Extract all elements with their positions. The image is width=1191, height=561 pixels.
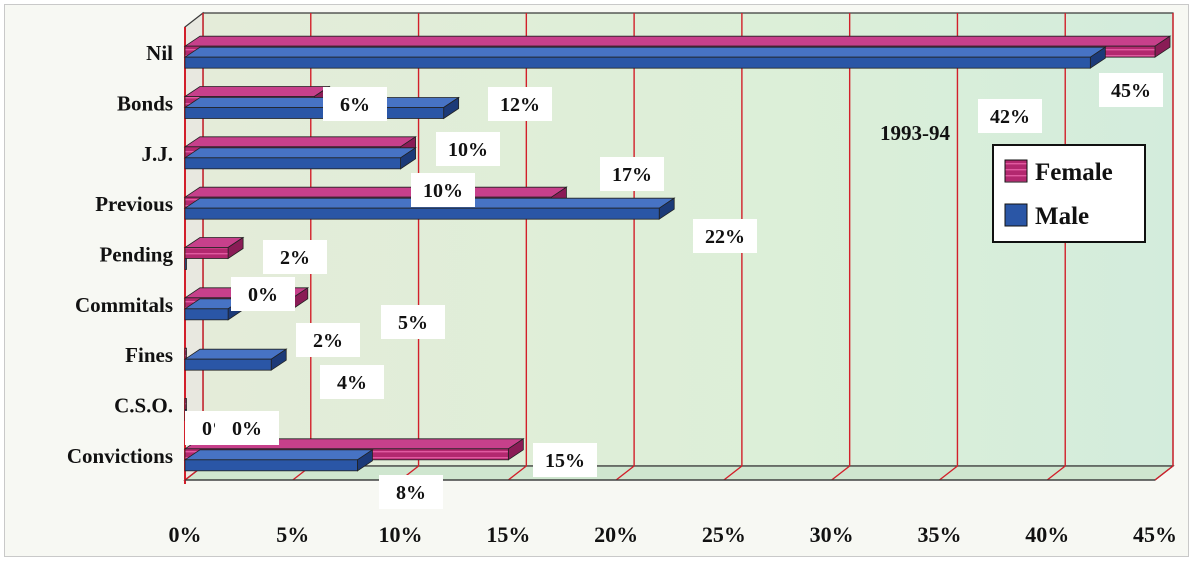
male-bar	[184, 107, 445, 119]
legend-swatch-female	[1004, 159, 1028, 183]
x-tick-label: 10%	[379, 522, 423, 547]
female-data-label-box	[1099, 73, 1163, 107]
category-label: C.S.O.	[114, 394, 173, 418]
male-bar-top	[183, 97, 460, 108]
legend-swatch-male	[1004, 203, 1028, 227]
male-data-label-box	[978, 99, 1042, 133]
male-data-label-box	[215, 411, 279, 445]
legend-label-female: Female	[1035, 159, 1113, 186]
gridline-floor	[507, 465, 527, 481]
female-data-label-box	[436, 132, 500, 166]
female-bar-top	[183, 35, 1172, 47]
male-data-label: 2%	[313, 330, 343, 352]
category-label: Previous	[95, 192, 173, 216]
bar-chart: Nil Bonds J.J. Previous Pending Commitals Fine…	[67, 11, 1177, 547]
category-label: Pending	[99, 243, 173, 267]
female-data-label-box	[323, 87, 387, 121]
male-bar-top	[183, 46, 1107, 58]
x-tick-label: 25%	[702, 522, 746, 547]
male-bar	[184, 258, 187, 270]
male-data-label: 0%	[248, 284, 278, 306]
male-data-label-box	[488, 87, 552, 121]
category-label: Fines	[125, 343, 173, 367]
female-bar	[184, 247, 229, 259]
male-data-label: 22%	[705, 226, 745, 248]
male-data-label: 0%	[232, 418, 262, 440]
category-label: Convictions	[67, 444, 173, 468]
female-bar-top	[183, 186, 568, 198]
female-data-label-box	[381, 305, 445, 339]
female-bar-top	[183, 136, 417, 148]
female-data-label: 15%	[545, 450, 585, 472]
category-label: Commitals	[75, 293, 173, 317]
female-data-label: 6%	[340, 94, 370, 116]
male-data-label: 42%	[990, 106, 1030, 128]
chart-frame: Nil Bonds J.J. Previous Pending Commitals Fine…	[4, 4, 1189, 557]
gridline-floor	[831, 465, 851, 481]
female-bar	[184, 398, 187, 410]
male-data-label-box	[379, 475, 443, 509]
male-data-label: 10%	[423, 180, 463, 202]
x-tick-label: 5%	[276, 522, 309, 547]
female-data-label-box	[600, 157, 664, 191]
female-data-label: 10%	[448, 139, 488, 161]
male-data-label: 8%	[396, 482, 426, 504]
male-bar	[184, 459, 358, 472]
x-tick-label: 15%	[486, 522, 530, 547]
gridline-floor	[1046, 465, 1066, 481]
female-data-label: 2%	[280, 247, 310, 269]
female-data-label: 45%	[1111, 80, 1151, 102]
category-label: Bonds	[117, 92, 173, 116]
male-bar	[184, 157, 401, 170]
male-bar-top	[183, 449, 374, 461]
x-tick-label: 35%	[917, 522, 961, 547]
male-bar	[184, 56, 1091, 69]
x-tick-label: 45%	[1133, 522, 1177, 547]
male-data-label: 12%	[500, 94, 540, 116]
male-data-label-box	[693, 219, 757, 253]
male-data-label-box	[320, 365, 384, 399]
year-annotation: 1993-94	[880, 121, 950, 145]
x-tick-label: 20%	[594, 522, 638, 547]
male-data-label-box	[411, 173, 475, 207]
gridline-floor	[723, 465, 743, 481]
x-tick-label: 0%	[169, 522, 202, 547]
female-data-label-box	[263, 240, 327, 274]
category-label: Nil	[146, 41, 173, 65]
female-bar	[184, 347, 187, 360]
legend-label-male: Male	[1035, 203, 1089, 230]
x-tick-label: 40%	[1025, 522, 1069, 547]
female-bar-top	[183, 86, 331, 97]
category-label: J.J.	[142, 142, 174, 166]
female-data-label: 5%	[398, 312, 428, 334]
gridline-floor	[1154, 465, 1174, 481]
x-tick-label: 30%	[810, 522, 854, 547]
female-data-label: 17%	[612, 164, 652, 186]
gridline-floor	[939, 465, 958, 481]
male-bar	[184, 358, 272, 371]
male-bar-top	[183, 147, 417, 159]
male-data-label-box	[296, 323, 360, 357]
gridline-floor	[615, 465, 635, 481]
male-bar	[184, 308, 229, 321]
male-data-label: 4%	[337, 372, 367, 394]
female-data-label-box	[533, 443, 597, 477]
male-data-label-box	[231, 277, 295, 311]
male-bar-top	[183, 348, 288, 360]
male-bar	[184, 207, 660, 220]
